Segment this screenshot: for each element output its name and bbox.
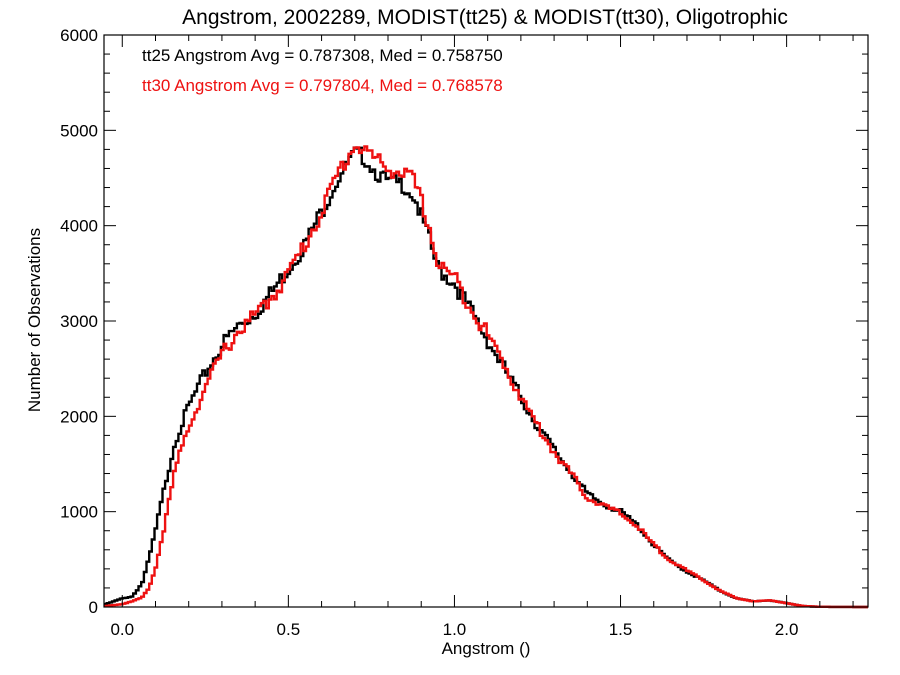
y-tick-label: 0 [89,598,98,617]
y-axis-label: Number of Observations [25,228,44,412]
x-axis-label: Angstrom () [442,639,531,658]
x-tick-label: 0.0 [110,620,134,639]
annotation-tt30: tt30 Angstrom Avg = 0.797804, Med = 0.76… [142,76,503,95]
x-tick-label: 2.0 [775,620,799,639]
y-tick-label: 4000 [60,217,98,236]
chart-title: Angstrom, 2002289, MODIST(tt25) & MODIST… [182,6,788,29]
series-layer [104,145,868,609]
y-tick-label: 3000 [60,312,98,331]
x-tick-label: 1.5 [609,620,633,639]
axes-layer: 0.0 0.5 1.0 1.5 2.0 0 1000 2000 3000 4000 5000 6000 [60,26,869,639]
x-tick-label: 1.0 [443,620,467,639]
series-line-1 [104,145,868,609]
x-tick-label: 0.5 [277,620,301,639]
y-tick-label: 5000 [60,121,98,140]
y-tick-label: 1000 [60,503,98,522]
y-tick-label: 6000 [60,26,98,45]
annotation-tt25: tt25 Angstrom Avg = 0.787308, Med = 0.75… [142,46,503,65]
y-tick-label: 2000 [60,407,98,426]
